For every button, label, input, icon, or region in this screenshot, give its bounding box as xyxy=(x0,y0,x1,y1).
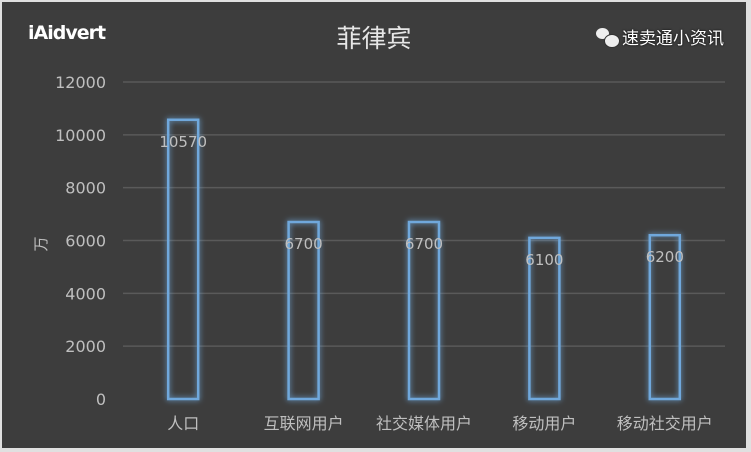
y-axis-label: 万 xyxy=(32,236,50,251)
y-tick-label: 8000 xyxy=(65,179,106,198)
chart-area: 菲律宾 万 0 2000 4000 6000 8000 10000 12000 10570 人… xyxy=(2,2,746,448)
data-label: 10570 xyxy=(159,133,207,151)
y-tick-label: 4000 xyxy=(65,284,106,303)
logo: iAidvert xyxy=(28,22,106,44)
data-label: 6200 xyxy=(646,248,684,266)
x-tick-label: 移动社交用户 xyxy=(617,414,713,433)
bar xyxy=(648,233,682,401)
y-tick-label: 2000 xyxy=(65,337,106,356)
data-label: 6700 xyxy=(405,235,443,253)
watermark-text: 速卖通小资讯 xyxy=(622,29,724,49)
data-label: 6100 xyxy=(525,251,563,269)
y-tick-label: 12000 xyxy=(55,73,106,92)
chart-title: 菲律宾 xyxy=(336,24,411,53)
watermark: 速卖通小资讯 xyxy=(596,24,724,49)
y-tick-label: 10000 xyxy=(55,126,106,145)
y-tick-label: 0 xyxy=(96,390,106,409)
bar xyxy=(528,236,561,401)
x-tick-label: 移动用户 xyxy=(512,414,576,433)
wechat-icon xyxy=(596,27,620,48)
bar xyxy=(287,220,320,401)
x-tick-label: 社交媒体用户 xyxy=(376,414,472,433)
data-label: 6700 xyxy=(285,235,323,253)
x-tick-label: 人口 xyxy=(167,414,199,433)
bar-chart: 菲律宾 万 0 2000 4000 6000 8000 10000 12000 10570 人… xyxy=(32,24,725,433)
bar xyxy=(407,220,441,401)
x-tick-label: 互联网用户 xyxy=(264,414,344,433)
bar xyxy=(166,118,200,401)
y-tick-label: 6000 xyxy=(65,232,106,251)
